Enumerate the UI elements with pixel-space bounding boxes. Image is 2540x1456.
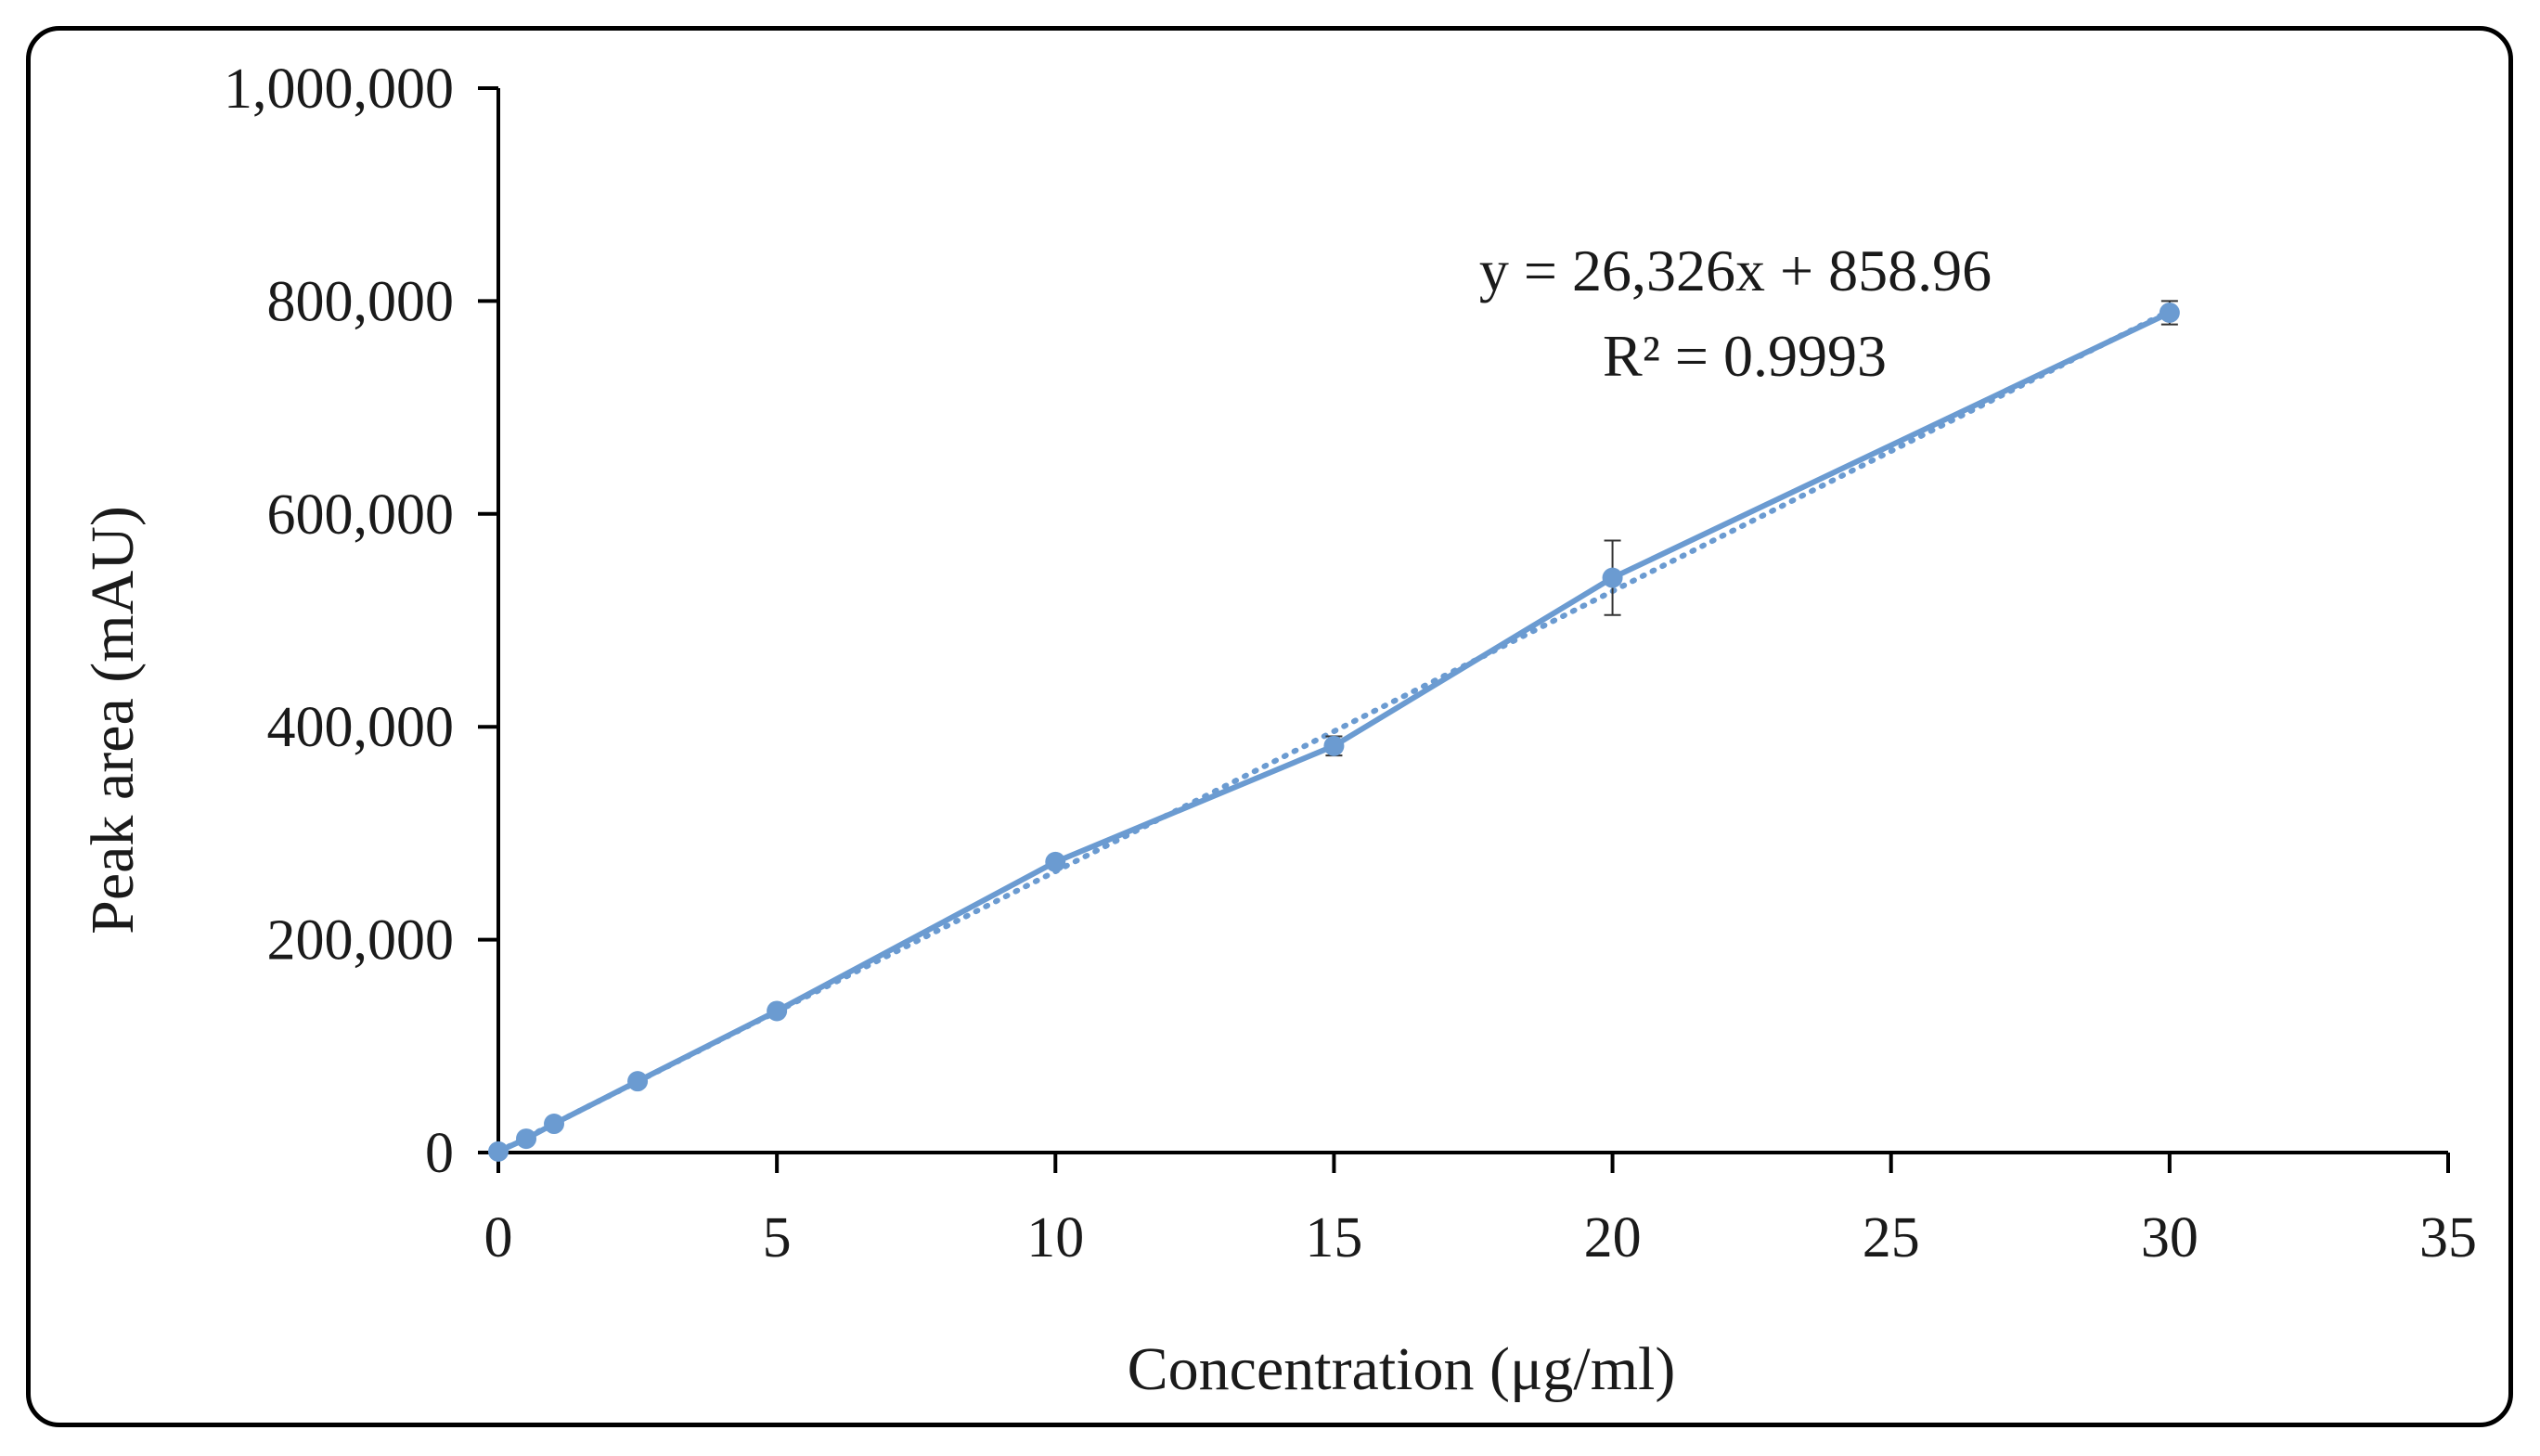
x-tick-label: 0	[484, 1206, 513, 1269]
y-axis-title: Peak area (mAU)	[79, 506, 147, 934]
x-axis-title: Concentration (μg/ml)	[1128, 1335, 1676, 1403]
y-tick-label: 200,000	[267, 909, 455, 973]
data-point	[1602, 567, 1623, 588]
x-tick-label: 10	[1026, 1206, 1084, 1269]
data-point	[488, 1140, 509, 1162]
trendline-equation: y = 26,326x + 858.96	[1479, 238, 1992, 303]
chart-frame	[26, 26, 2513, 1427]
data-point	[516, 1128, 537, 1150]
tick-labels-layer: 0 200,000 400,000 600,000 800,000 1,000,000 0 5…	[224, 58, 2477, 1269]
x-tick-label: 15	[1305, 1206, 1362, 1269]
data-point	[1045, 851, 1066, 872]
data-points-layer	[488, 303, 2180, 1162]
x-tick-label: 20	[1584, 1206, 1642, 1269]
y-tick-label: 600,000	[267, 483, 455, 547]
x-tick-label: 30	[2141, 1206, 2198, 1269]
x-tick-label: 25	[1863, 1206, 1920, 1269]
data-point	[544, 1114, 565, 1135]
data-point	[1323, 735, 1345, 756]
data-point	[767, 1000, 788, 1022]
data-point	[2159, 303, 2180, 324]
x-tick-label: 35	[2419, 1206, 2477, 1269]
y-tick-label: 800,000	[267, 270, 455, 333]
y-tick-label: 0	[425, 1122, 454, 1185]
x-tick-label: 5	[763, 1206, 792, 1269]
y-tick-label: 1,000,000	[224, 58, 454, 121]
data-point	[627, 1071, 649, 1092]
y-tick-label: 400,000	[267, 696, 455, 759]
r-squared-label: R² = 0.9993	[1603, 323, 1887, 389]
